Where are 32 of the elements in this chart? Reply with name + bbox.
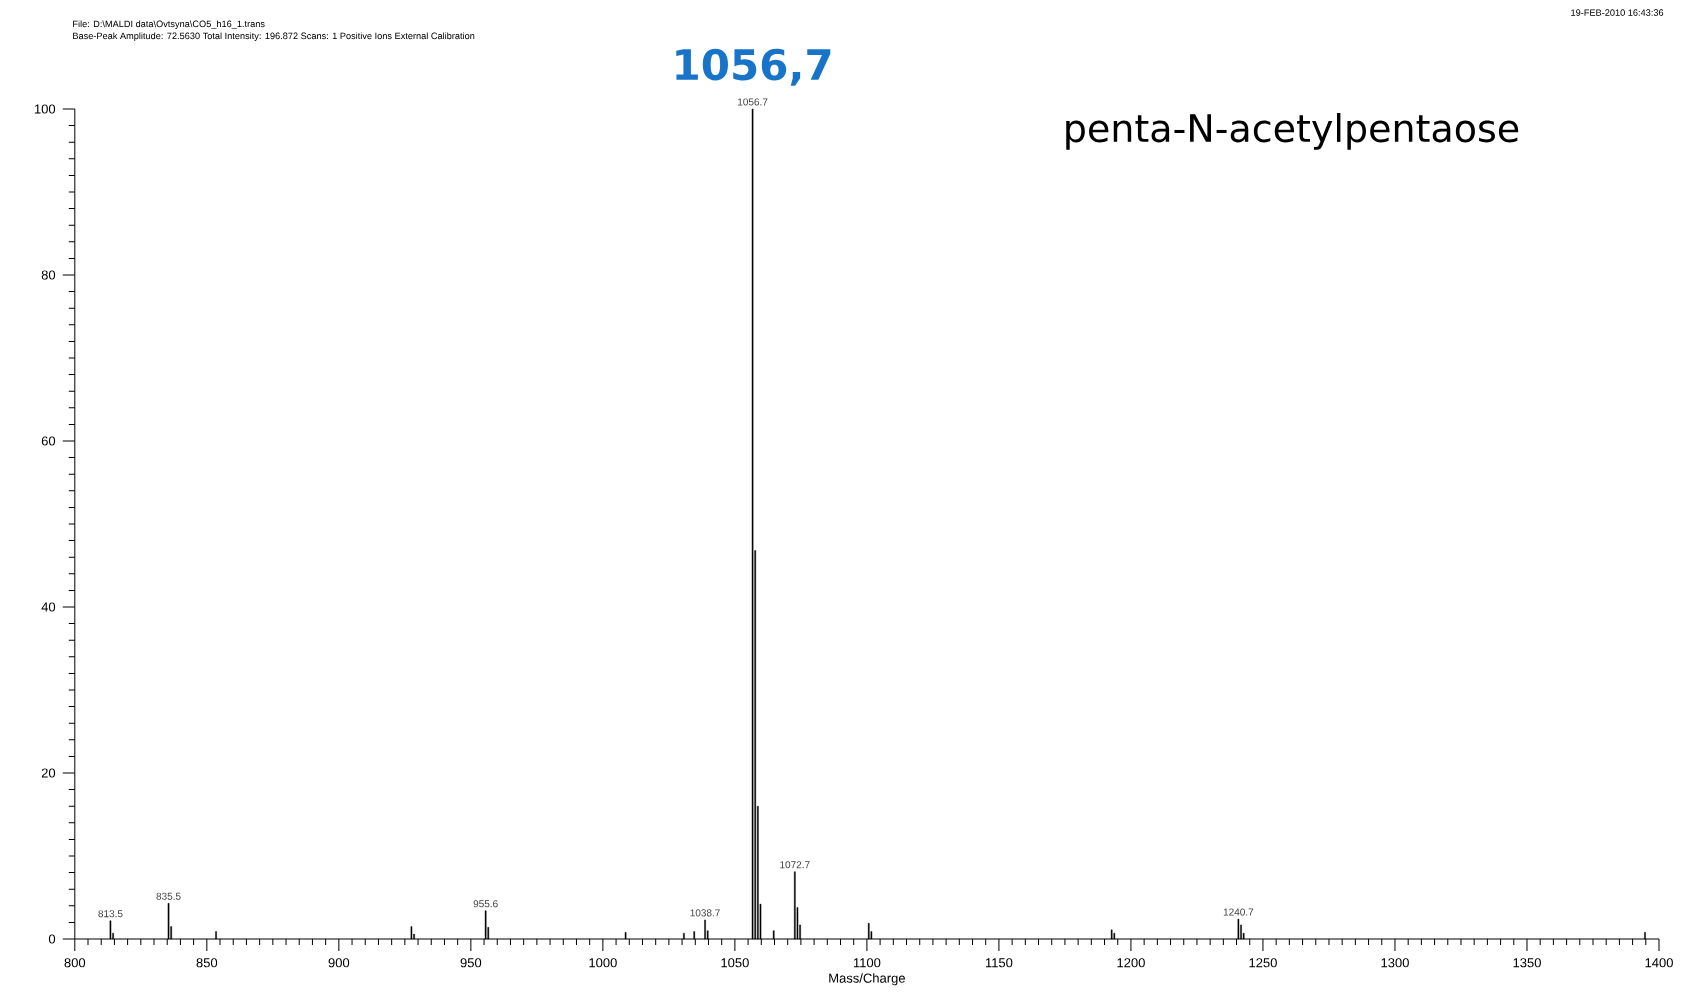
y-tick-label: 80 (41, 270, 56, 280)
text: File: D:\MALDI data\Ovtsyna\CO5_h16_1.trans (73, 20, 265, 29)
x-tick-label: 1000 (589, 958, 617, 968)
x-tick-label: 1250 (1249, 958, 1277, 968)
text: Base-Peak Amplitude: 72.5630 Total Intensity: 196.872 Scans: 1 Positive Ions External Calibration (73, 32, 475, 41)
x-tick-label: 1150 (985, 958, 1013, 968)
annotation: 813.5 (98, 910, 123, 918)
x-tick-label: 1350 (1513, 958, 1541, 968)
y-tick-label: 40 (41, 602, 56, 612)
annotation: 1056.7 (738, 98, 768, 106)
y-tick-label: 100 (34, 104, 56, 114)
annotation: 1240.7 (1223, 908, 1254, 916)
annotation: 955.6 (473, 900, 498, 908)
x-tick-label: 1100 (853, 958, 881, 968)
x-axis-title: Mass/Charge (829, 973, 905, 986)
y-tick-label: 0 (48, 934, 56, 944)
x-tick-label: 1300 (1381, 958, 1409, 968)
x-tick-label: 900 (328, 958, 350, 968)
x-tick-label: 1200 (1117, 958, 1145, 968)
text: 19-FEB-2010 16:43:36 (1571, 9, 1664, 16)
x-tick-label: 850 (196, 958, 218, 968)
y-tick-label: 60 (41, 436, 56, 446)
x-tick-label: 1400 (1645, 958, 1673, 968)
x-tick-label: 800 (64, 958, 86, 968)
annotation: 835.5 (156, 892, 181, 900)
annotation: 1038.7 (690, 909, 720, 917)
annotation: penta-N-acetylpentaose (1066, 113, 1519, 150)
x-tick-label: 950 (460, 958, 482, 968)
x-tick-label: 1050 (721, 958, 749, 968)
y-tick-label: 20 (41, 768, 56, 778)
text: 1056,7 (676, 48, 831, 86)
annotation: 1072.7 (780, 861, 810, 869)
